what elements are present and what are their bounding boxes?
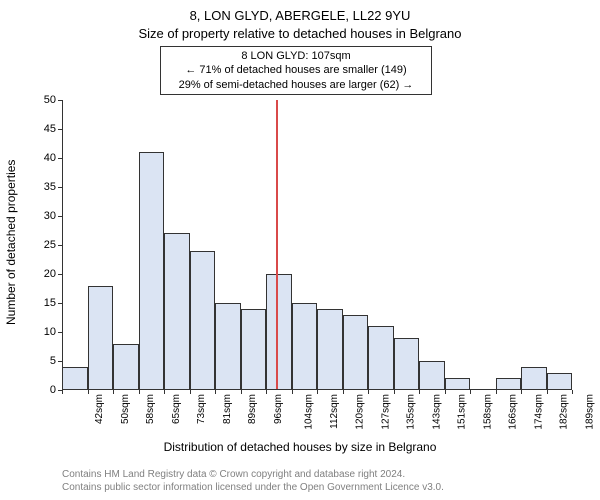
- x-tick-label: 81sqm: [222, 394, 233, 424]
- histogram-bar: [521, 367, 547, 390]
- x-tick-mark: [292, 390, 293, 394]
- x-tick-mark: [88, 390, 89, 394]
- x-tick-label: 104sqm: [304, 394, 315, 430]
- y-tick-mark: [58, 274, 62, 275]
- x-tick-mark: [317, 390, 318, 394]
- x-tick-label: 174sqm: [533, 394, 544, 430]
- x-tick-label: 112sqm: [328, 394, 339, 429]
- x-tick-label: 158sqm: [482, 394, 493, 430]
- x-tick-label: 65sqm: [171, 394, 182, 424]
- x-tick-mark: [470, 390, 471, 394]
- plot-area: 0510152025303540455042sqm50sqm58sqm65sqm…: [62, 100, 572, 390]
- y-tick-label: 0: [28, 384, 56, 396]
- y-tick-label: 25: [28, 239, 56, 251]
- address-line: 8, LON GLYD, ABERGELE, LL22 9YU: [0, 8, 600, 23]
- histogram-bar: [368, 326, 394, 390]
- x-tick-label: 58sqm: [145, 394, 156, 424]
- chart-title: Size of property relative to detached ho…: [0, 26, 600, 41]
- histogram-bar: [394, 338, 420, 390]
- x-tick-mark: [547, 390, 548, 394]
- histogram-bar: [215, 303, 241, 390]
- x-tick-label: 135sqm: [406, 394, 417, 430]
- x-tick-label: 189sqm: [584, 394, 595, 430]
- y-tick-label: 30: [28, 210, 56, 222]
- x-tick-mark: [394, 390, 395, 394]
- y-tick-mark: [58, 187, 62, 188]
- y-tick-mark: [58, 100, 62, 101]
- x-tick-label: 42sqm: [94, 394, 105, 424]
- histogram-bar: [88, 286, 114, 390]
- x-axis-label: Distribution of detached houses by size …: [0, 440, 600, 454]
- annotation-line-1: 8 LON GLYD: 107sqm: [167, 49, 425, 63]
- x-tick-mark: [215, 390, 216, 394]
- x-tick-mark: [419, 390, 420, 394]
- x-tick-label: 120sqm: [355, 394, 366, 430]
- y-tick-mark: [58, 245, 62, 246]
- x-tick-label: 127sqm: [380, 394, 391, 430]
- x-tick-mark: [190, 390, 191, 394]
- histogram-bar: [241, 309, 267, 390]
- histogram-bar: [317, 309, 343, 390]
- y-tick-mark: [58, 332, 62, 333]
- x-tick-label: 143sqm: [431, 394, 442, 430]
- y-tick-mark: [58, 129, 62, 130]
- y-tick-label: 20: [28, 268, 56, 280]
- x-tick-mark: [139, 390, 140, 394]
- x-tick-mark: [368, 390, 369, 394]
- y-tick-label: 35: [28, 181, 56, 193]
- footer-line-2: Contains public sector information licen…: [62, 482, 444, 495]
- x-tick-label: 182sqm: [559, 394, 570, 430]
- histogram-bar: [164, 233, 190, 390]
- x-tick-label: 50sqm: [120, 394, 131, 424]
- y-tick-label: 5: [28, 355, 56, 367]
- x-tick-mark: [164, 390, 165, 394]
- x-tick-mark: [241, 390, 242, 394]
- histogram-bar: [419, 361, 445, 390]
- x-tick-mark: [521, 390, 522, 394]
- histogram-bar: [547, 373, 573, 390]
- x-tick-mark: [266, 390, 267, 394]
- histogram-bar: [113, 344, 139, 390]
- y-tick-label: 15: [28, 297, 56, 309]
- x-tick-mark: [572, 390, 573, 394]
- histogram-bar: [190, 251, 216, 390]
- x-tick-mark: [343, 390, 344, 394]
- x-tick-mark: [445, 390, 446, 394]
- annotation-line-2: ← 71% of detached houses are smaller (14…: [167, 63, 425, 77]
- attribution-footer: Contains HM Land Registry data © Crown c…: [62, 469, 444, 494]
- y-tick-label: 45: [28, 123, 56, 135]
- y-tick-label: 40: [28, 152, 56, 164]
- histogram-bar: [343, 315, 369, 390]
- x-tick-label: 89sqm: [247, 394, 258, 424]
- annotation-line-3: 29% of semi-detached houses are larger (…: [167, 78, 425, 92]
- y-axis-label: Number of detached properties: [4, 160, 18, 325]
- y-axis: [62, 100, 63, 390]
- x-tick-label: 151sqm: [457, 394, 468, 430]
- histogram-bar: [292, 303, 318, 390]
- page: 8, LON GLYD, ABERGELE, LL22 9YU Size of …: [0, 0, 600, 500]
- histogram-bar: [62, 367, 88, 390]
- x-tick-label: 73sqm: [196, 394, 207, 424]
- x-tick-label: 96sqm: [273, 394, 284, 424]
- reference-line: [276, 100, 278, 390]
- y-tick-mark: [58, 303, 62, 304]
- histogram-bar: [266, 274, 292, 390]
- y-tick-mark: [58, 216, 62, 217]
- x-tick-mark: [113, 390, 114, 394]
- histogram-bar: [139, 152, 165, 390]
- footer-line-1: Contains HM Land Registry data © Crown c…: [62, 469, 444, 482]
- y-tick-mark: [58, 158, 62, 159]
- x-tick-label: 166sqm: [508, 394, 519, 430]
- x-tick-mark: [496, 390, 497, 394]
- y-tick-label: 50: [28, 94, 56, 106]
- annotation-box: 8 LON GLYD: 107sqm ← 71% of detached hou…: [160, 46, 432, 95]
- y-tick-label: 10: [28, 326, 56, 338]
- x-tick-mark: [62, 390, 63, 394]
- y-tick-mark: [58, 361, 62, 362]
